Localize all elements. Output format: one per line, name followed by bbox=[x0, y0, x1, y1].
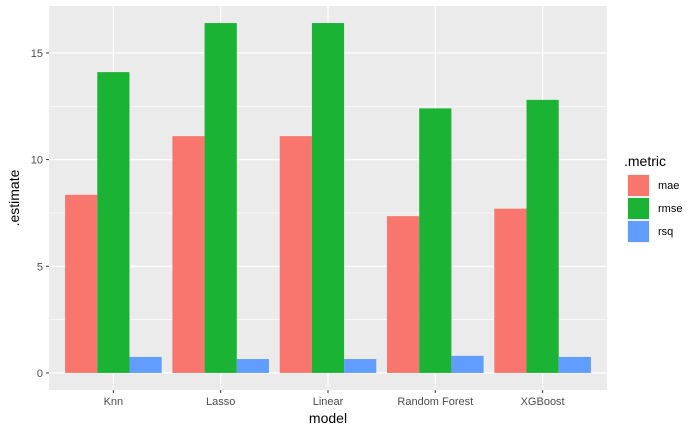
y-tick-label: 0 bbox=[37, 368, 43, 380]
y-tick-label: 15 bbox=[31, 48, 43, 60]
x-axis-title: model bbox=[309, 410, 347, 426]
bar-rmse-random-forest bbox=[419, 108, 452, 373]
bar-rmse-xgboost bbox=[526, 99, 559, 373]
x-tick-label: Knn bbox=[104, 396, 124, 408]
bar-mae-xgboost bbox=[494, 208, 527, 373]
bar-rmse-knn bbox=[97, 72, 130, 373]
legend-swatch-rsq bbox=[628, 221, 649, 242]
bar-rsq-lasso bbox=[236, 359, 269, 373]
legend-title: .metric bbox=[624, 153, 666, 169]
bars bbox=[65, 23, 591, 373]
legend-label-rsq: rsq bbox=[658, 226, 673, 238]
x-tick-label: XGBoost bbox=[521, 396, 565, 408]
bar-rsq-linear bbox=[344, 359, 377, 373]
y-axis-title: .estimate bbox=[6, 169, 22, 226]
y-axis-ticks: 0 5 10 15 bbox=[31, 48, 49, 380]
y-tick-label: 10 bbox=[31, 155, 43, 167]
bar-mae-linear bbox=[279, 136, 312, 373]
legend-swatch-rmse bbox=[628, 198, 649, 219]
legend-swatch-mae bbox=[628, 175, 649, 196]
legend-label-mae: mae bbox=[658, 180, 679, 192]
bar-mae-random-forest bbox=[387, 216, 420, 373]
y-tick-label: 5 bbox=[37, 261, 43, 273]
legend-label-rmse: rmse bbox=[658, 203, 682, 215]
x-axis-ticks: Knn Lasso Linear Random Forest XGBoost bbox=[104, 390, 565, 408]
bar-mae-knn bbox=[65, 194, 98, 373]
x-tick-label: Random Forest bbox=[397, 396, 473, 408]
bar-rmse-linear bbox=[311, 23, 345, 373]
bar-rsq-random-forest bbox=[451, 355, 484, 373]
bar-rsq-knn bbox=[129, 356, 162, 373]
bar-rsq-xgboost bbox=[558, 356, 591, 373]
x-tick-label: Lasso bbox=[206, 396, 235, 408]
bar-mae-lasso bbox=[172, 136, 205, 373]
bar-rmse-lasso bbox=[204, 23, 237, 373]
legend: .metric mae rmse rsq bbox=[624, 153, 682, 243]
x-tick-label: Linear bbox=[313, 396, 344, 408]
